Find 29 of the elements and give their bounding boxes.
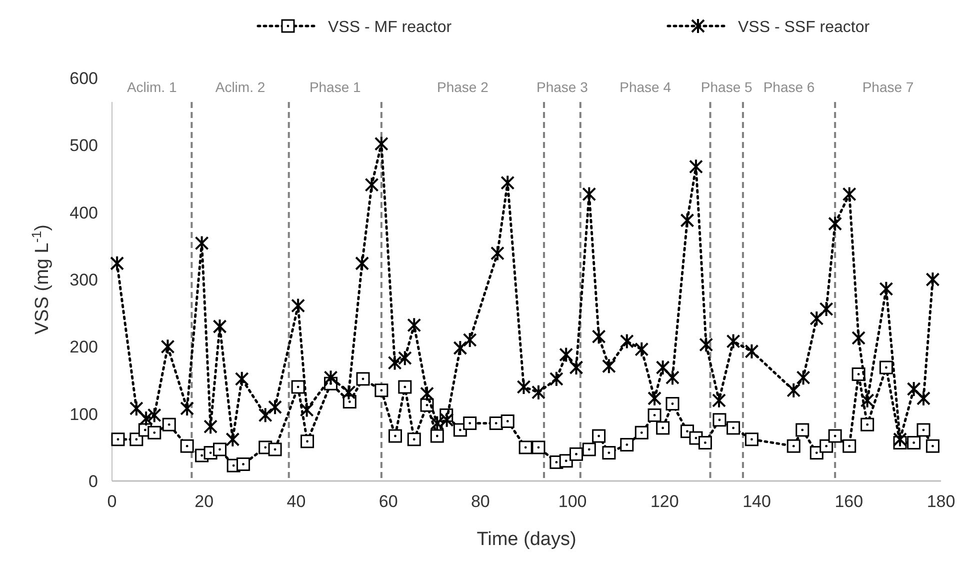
y-tick-label: 0	[88, 472, 98, 491]
x-axis-title: Time (days)	[476, 529, 576, 550]
legend-label: VSS - SSF reactor	[738, 19, 870, 36]
annotation: Phase 1	[309, 79, 362, 95]
x-tick-label: 80	[470, 492, 490, 511]
legend-label: VSS - MF reactor	[328, 19, 452, 36]
annotation: Phase 3	[536, 79, 588, 95]
annotation: Aclim. 1	[126, 79, 177, 95]
y-tick-label: 400	[70, 203, 98, 222]
x-tick-label: 0	[107, 492, 117, 511]
x-tick-label: 120	[650, 492, 679, 511]
annotation: Phase 7	[862, 79, 914, 95]
y-tick-label: 200	[70, 338, 98, 357]
annotation: Phase 4	[620, 79, 672, 95]
x-tick-label: 60	[378, 492, 398, 511]
y-tick-label: 100	[70, 404, 98, 424]
annotation: Phase 2	[437, 79, 489, 95]
x-tick-label: 140	[742, 492, 771, 511]
x-tick-label: 20	[194, 492, 214, 511]
x-tick-label: 180	[926, 492, 956, 511]
x-tick-label: 100	[558, 492, 587, 511]
annotation: Phase 5	[700, 79, 753, 95]
x-tick-label: 40	[286, 492, 306, 511]
y-tick-label: 300	[70, 270, 98, 290]
y-tick-label: 500	[70, 136, 98, 156]
x-tick-label: 160	[834, 492, 864, 511]
y-tick-label: 600	[70, 69, 98, 88]
annotation: Phase 6	[763, 79, 815, 95]
annotation: Aclim. 2	[215, 79, 266, 95]
